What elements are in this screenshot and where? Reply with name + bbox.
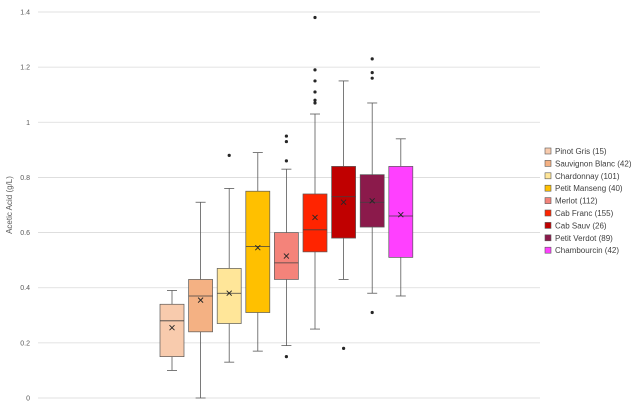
outlier-point xyxy=(284,355,288,359)
legend-swatch xyxy=(544,172,552,180)
y-tick-label: 1 xyxy=(26,120,30,127)
box-4 xyxy=(245,152,271,352)
legend-swatch xyxy=(544,184,552,192)
legend-label: Cab Franc (155) xyxy=(555,209,614,218)
legend-swatch xyxy=(544,197,552,204)
y-axis-tick-labels: 0 0.2 0.4 0.6 0.8 1 1.2 1.4 xyxy=(20,10,30,403)
outlier-point xyxy=(284,159,288,163)
outlier-point xyxy=(313,98,317,102)
y-tick-label: 1.4 xyxy=(20,10,30,17)
mean-marker xyxy=(254,244,261,251)
legend-label: Chardonnay (101) xyxy=(555,172,620,181)
mean-marker xyxy=(283,253,290,259)
mean-marker xyxy=(197,297,204,303)
y-tick-label: 0.2 xyxy=(20,340,30,347)
legend-swatch xyxy=(544,160,552,167)
legend-label: Petit Manseng (40) xyxy=(555,184,623,193)
box-iqr xyxy=(245,190,271,313)
legend-swatch xyxy=(544,222,552,229)
box-iqr xyxy=(388,166,414,258)
legend-label: Chambourcin (42) xyxy=(555,246,619,255)
legend-label: Pinot Gris (15) xyxy=(555,147,607,156)
mean-marker xyxy=(369,198,376,204)
box-7 xyxy=(331,80,356,350)
outlier-point xyxy=(313,68,317,72)
legend-swatch xyxy=(544,234,552,242)
legend-label: Cab Sauv (26) xyxy=(555,221,607,230)
y-tick-label: 0.4 xyxy=(20,285,30,292)
outlier-point xyxy=(342,346,346,350)
outlier-point xyxy=(284,139,288,144)
mean-marker xyxy=(340,199,347,206)
outlier-point xyxy=(370,76,374,80)
box-5 xyxy=(274,134,299,359)
legend-label: Merlot (112) xyxy=(555,197,598,206)
outlier-point xyxy=(370,71,374,75)
legend-swatch xyxy=(544,209,552,217)
legend-label: Petit Verdot (89) xyxy=(555,234,613,243)
y-tick-label: 1.2 xyxy=(20,65,30,72)
outlier-point xyxy=(313,90,317,94)
boxplot-series xyxy=(159,15,414,399)
box-2 xyxy=(188,201,213,399)
y-axis-label: Acetic Acid (g/L) xyxy=(5,176,14,234)
outlier-point xyxy=(227,153,231,157)
outlier-point xyxy=(370,310,374,315)
box-iqr xyxy=(159,303,185,357)
box-9 xyxy=(388,138,414,297)
legend-swatch xyxy=(544,246,552,254)
mean-marker xyxy=(397,211,404,218)
mean-marker xyxy=(312,214,318,221)
mean-marker xyxy=(226,290,233,297)
outlier-point xyxy=(313,101,317,105)
outlier-point xyxy=(313,15,317,20)
y-tick-label: 0 xyxy=(26,396,30,403)
legend-swatch xyxy=(544,147,552,155)
box-3 xyxy=(216,153,242,363)
box-1 xyxy=(159,290,185,371)
box-iqr xyxy=(188,279,213,333)
gridlines xyxy=(38,11,540,399)
box-iqr xyxy=(216,268,242,324)
outlier-point xyxy=(284,134,288,138)
box-iqr xyxy=(302,193,328,253)
legend-label: Sauvignon Blanc (42) xyxy=(555,159,632,168)
y-tick-label: 0.8 xyxy=(20,175,30,182)
outlier-point xyxy=(313,79,317,83)
y-tick-label: 0.6 xyxy=(20,230,30,237)
mean-marker xyxy=(169,324,175,331)
legend: Pinot Gris (15) Sauvignon Blanc (42) Chard… xyxy=(544,147,632,255)
box-8 xyxy=(359,57,385,315)
outlier-point xyxy=(370,57,374,61)
box-6 xyxy=(302,15,328,330)
